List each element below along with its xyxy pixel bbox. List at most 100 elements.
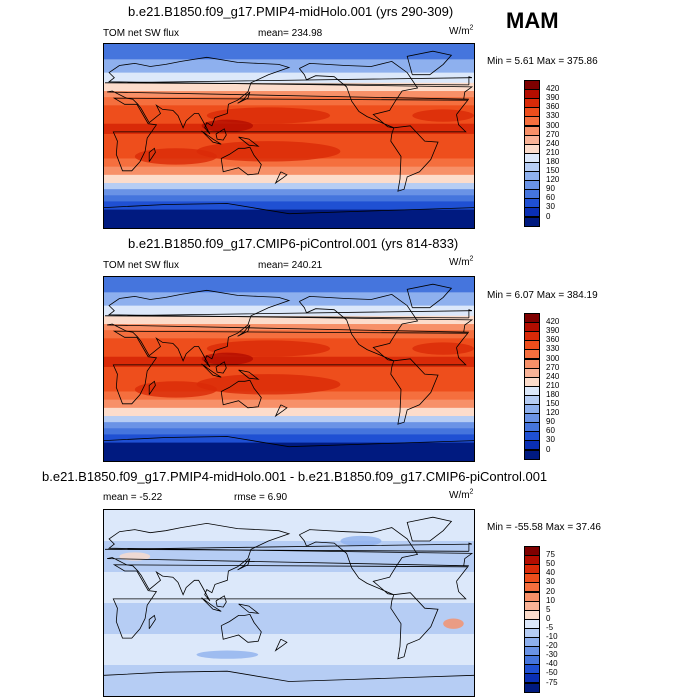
coastline — [390, 592, 439, 660]
field-band — [104, 59, 474, 74]
coastline — [104, 670, 474, 682]
colorbar-tick-label: 330 — [546, 344, 560, 354]
field-patch — [134, 381, 218, 398]
colorbar-tick-label: 120 — [546, 408, 560, 418]
colorbar-tick-label: 50 — [546, 559, 555, 569]
colorbar-tick-label: 60 — [546, 193, 555, 203]
colorbar-tick-label: -50 — [546, 668, 558, 678]
field-patch — [119, 552, 151, 561]
units-label: W/m2 — [449, 24, 474, 37]
coastline — [298, 60, 419, 129]
colorbar-tick-label: 60 — [546, 426, 555, 436]
panel-title: b.e21.B1850.f09_g17.PMIP4-midHolo.001 (y… — [128, 4, 454, 19]
colorbar-tick-label: 300 — [546, 353, 560, 363]
field-band — [104, 510, 474, 542]
field-band — [104, 183, 474, 190]
variable-label: TOM net SW flux — [103, 28, 179, 39]
coastline — [104, 542, 473, 552]
colorbar-tick-label: 210 — [546, 380, 560, 390]
colorbar-tick-label: 30 — [546, 435, 555, 445]
field-band — [104, 407, 474, 417]
colorbar-tick-label: 75 — [546, 550, 555, 560]
field-patch — [196, 141, 341, 162]
map-plot — [103, 43, 475, 229]
mean-label: mean= 240.21 — [258, 260, 323, 271]
coastline — [406, 516, 453, 542]
coastline — [274, 171, 288, 185]
field-band — [104, 44, 474, 60]
field-band — [104, 189, 474, 196]
minmax-label: Min = 5.61 Max = 375.86 — [487, 56, 598, 67]
colorbar-tick-label: 0 — [546, 444, 551, 454]
field-band — [104, 416, 474, 423]
field-patch — [206, 107, 331, 124]
field-band — [104, 315, 474, 325]
colorbar-swatch — [524, 682, 540, 693]
units-label: W/m2 — [449, 488, 474, 501]
field-band — [104, 541, 474, 573]
coastline — [238, 369, 260, 380]
coastline — [215, 128, 227, 141]
colorbar-tick-label: 360 — [546, 102, 560, 112]
colorbar-tick-label: -5 — [546, 622, 554, 632]
field-band — [104, 434, 474, 444]
colorbar-tick-label: 210 — [546, 147, 560, 157]
coastline — [274, 404, 288, 418]
field-band — [104, 82, 474, 92]
field-band — [104, 665, 474, 696]
coastline — [406, 283, 453, 309]
field-band — [104, 166, 474, 176]
field-band — [104, 572, 474, 604]
field-band — [104, 123, 474, 135]
coastline — [298, 527, 419, 596]
field-patch — [201, 352, 254, 365]
colorbar-tick-label: 0 — [546, 211, 551, 221]
colorbar-swatch — [524, 216, 540, 227]
field-band — [104, 277, 474, 293]
coastline — [237, 558, 251, 571]
colorbar-tick-label: 90 — [546, 417, 555, 427]
coastline — [104, 76, 473, 86]
field-band — [104, 442, 474, 461]
colorbar-tick-label: 330 — [546, 111, 560, 121]
colorbar-tick-label: 5 — [546, 604, 551, 614]
map-field — [104, 44, 474, 228]
mean-label: mean= 234.98 — [258, 28, 323, 39]
colorbar-tick-label: 150 — [546, 399, 560, 408]
coastline — [112, 564, 469, 639]
colorbar-tick-label: 420 — [546, 84, 560, 94]
coastline — [148, 147, 156, 162]
map-field — [104, 510, 474, 696]
coastline — [107, 56, 474, 135]
coastline — [112, 330, 469, 405]
coastline — [104, 436, 474, 448]
field-band — [104, 391, 474, 401]
panel-title: b.e21.B1850.f09_g17.CMIP6-piControl.001 … — [128, 236, 459, 251]
colorbar-tick-label: 180 — [546, 389, 560, 399]
colorbar-tick-label: -20 — [546, 641, 558, 651]
field-band — [104, 428, 474, 435]
field-patch — [412, 109, 474, 122]
coastline — [220, 146, 262, 176]
field-patch — [443, 618, 464, 629]
rmse-label: rmse = 6.90 — [234, 492, 288, 503]
field-band — [104, 422, 474, 429]
colorbar-tick-label: -75 — [546, 677, 558, 687]
colorbar-tick-label: 390 — [546, 93, 560, 103]
field-band — [104, 209, 474, 228]
map-plot — [103, 509, 475, 697]
field-band — [104, 356, 474, 368]
field-band — [104, 330, 474, 339]
map-plot — [103, 276, 475, 462]
colorbar-tick-label: 240 — [546, 371, 560, 381]
colorbar-tick-label: 240 — [546, 138, 560, 148]
coastline — [107, 289, 474, 368]
panel-title: b.e21.B1850.f09_g17.PMIP4-midHolo.001 - … — [42, 469, 548, 484]
colorbar-tick-label: 0 — [546, 613, 551, 623]
coastline — [107, 522, 474, 602]
field-band — [104, 133, 474, 147]
field-band — [104, 603, 474, 635]
colorbar-tick-label: 30 — [546, 577, 555, 587]
coastline — [237, 324, 251, 337]
coastline — [406, 50, 453, 76]
